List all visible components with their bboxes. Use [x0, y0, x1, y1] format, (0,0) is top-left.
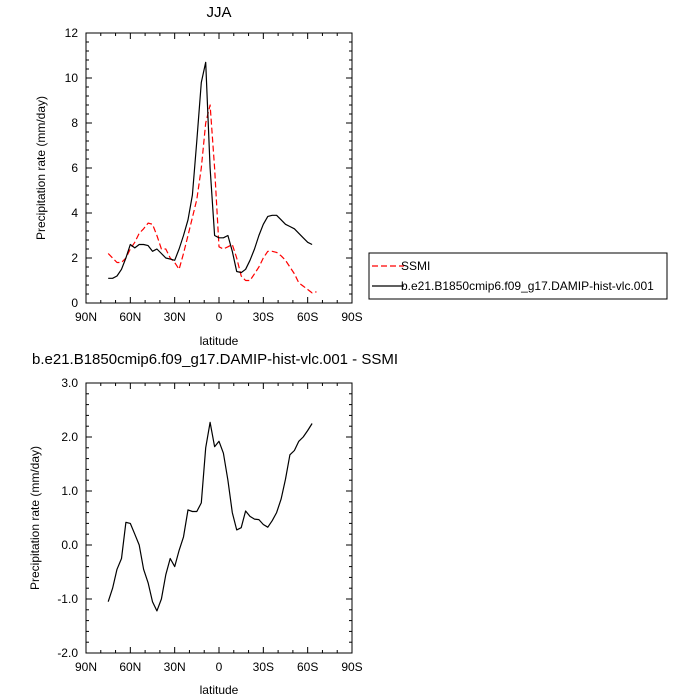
top-x-tick-label: 0 — [216, 310, 223, 324]
bottom-chart-marks — [107, 421, 313, 612]
bottom-chart: b.e21.B1850cmip6.f09_g17.DAMIP-hist-vlc.… — [28, 351, 398, 697]
bottom-x-tick-label: 90N — [75, 660, 97, 674]
top-x-axis-label: latitude — [200, 334, 239, 348]
bottom-y-tick-label: 0.0 — [61, 538, 78, 552]
top-y-axis-label: Precipitation rate (mm/day) — [34, 96, 48, 240]
top-chart: JJA 90N 60N 30N 0 30S 60S 90S 0 2 4 6 8 10 12 latitud… — [34, 4, 363, 348]
top-series-line-1 — [108, 61, 313, 279]
legend-label-ssmi: SSMI — [401, 259, 430, 273]
bottom-y-tick-label: 1.0 — [61, 484, 78, 498]
bottom-series-line-0 — [107, 421, 313, 612]
top-y-tick-label: 4 — [71, 206, 78, 220]
legend: SSMI b.e21.B1850cmip6.f09_g17.DAMIP-hist… — [368, 252, 668, 300]
bottom-x-tick-label: 30S — [253, 660, 274, 674]
bottom-x-tick-label: 60N — [119, 660, 141, 674]
bottom-x-tick-label: 60S — [297, 660, 318, 674]
top-x-tick-label: 30N — [164, 310, 186, 324]
bottom-chart-title: b.e21.B1850cmip6.f09_g17.DAMIP-hist-vlc.… — [32, 351, 398, 368]
bottom-y-tick-label: 2.0 — [61, 430, 78, 444]
bottom-x-axis-label: latitude — [200, 683, 239, 697]
top-plot-frame — [85, 32, 353, 304]
bottom-y-tick-label: 3.0 — [61, 376, 78, 390]
legend-box — [368, 252, 668, 300]
top-x-tick-label: 30S — [253, 310, 274, 324]
bottom-x-tick-label: 90S — [341, 660, 362, 674]
top-y-tick-label: 10 — [65, 71, 79, 85]
top-y-tick-label: 12 — [65, 26, 79, 40]
top-x-tick-label: 90N — [75, 310, 97, 324]
top-y-tick-label: 8 — [71, 116, 78, 130]
bottom-y-tick-label: -1.0 — [57, 592, 78, 606]
top-x-tick-label: 90S — [341, 310, 362, 324]
top-x-tick-label: 60N — [119, 310, 141, 324]
top-y-tick-label: 2 — [71, 251, 78, 265]
top-series-line-0 — [107, 104, 317, 294]
bottom-y-tick-label: -2.0 — [57, 646, 78, 660]
top-x-tick-label: 60S — [297, 310, 318, 324]
bottom-x-tick-label: 0 — [216, 660, 223, 674]
top-chart-ticks: 90N 60N 30N 0 30S 60S 90S 0 2 4 6 8 10 12 — [65, 26, 363, 324]
top-y-tick-label: 6 — [71, 161, 78, 175]
top-chart-marks — [107, 61, 317, 294]
top-chart-title: JJA — [206, 4, 231, 21]
bottom-chart-ticks: 90N 60N 30N 0 30S 60S 90S -2.0 -1.0 0.0 1.0 2.0 3.0 — [57, 376, 362, 674]
bottom-x-tick-label: 30N — [164, 660, 186, 674]
legend-label-model: b.e21.B1850cmip6.f09_g17.DAMIP-hist-vlc.… — [401, 279, 654, 293]
top-y-tick-label: 0 — [71, 296, 78, 310]
bottom-y-axis-label: Precipitation rate (mm/day) — [28, 446, 42, 590]
